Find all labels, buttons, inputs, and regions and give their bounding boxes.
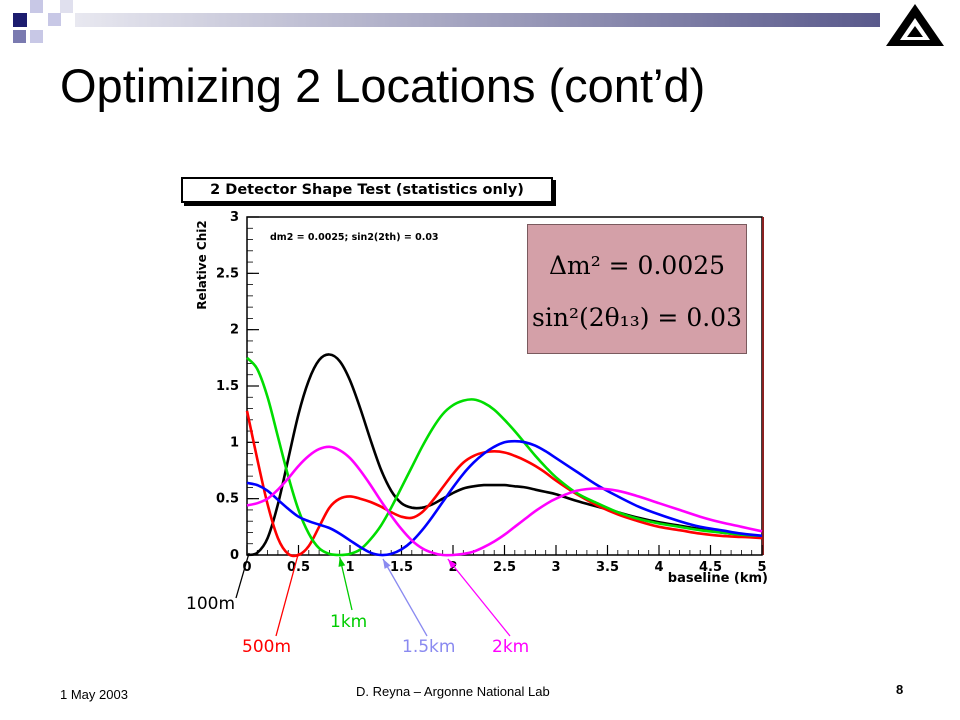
- footer-author: D. Reyna – Argonne National Lab: [356, 684, 550, 699]
- header-square-light-1: [30, 0, 43, 13]
- annotation-pointer-line: [275, 552, 300, 637]
- formula-box: Δm² = 0.0025 sin²(2θ₁₃) = 0.03: [527, 224, 747, 354]
- x-tick-label: 3.5: [596, 560, 619, 575]
- chart-subtitle: dm2 = 0.0025; sin2(2th) = 0.03: [270, 232, 439, 243]
- x-tick-label: 2.5: [493, 560, 516, 575]
- x-tick-label: 0: [242, 560, 251, 575]
- x-axis-label: baseline (km): [668, 571, 768, 586]
- chart-title: 2 Detector Shape Test (statistics only): [181, 177, 553, 203]
- header-square-light-2: [30, 30, 43, 43]
- series-line-500m: [245, 410, 763, 558]
- annotation-100m: 100m: [186, 594, 236, 614]
- y-tick-label: 0.5: [216, 492, 239, 507]
- x-tick-label: 5: [757, 560, 766, 575]
- annotation-pointer-line: [382, 558, 428, 637]
- y-tick-label: 1: [230, 435, 239, 450]
- y-tick-label: 0: [230, 548, 239, 563]
- series-line-2km: [246, 445, 763, 557]
- y-tick-label: 2.5: [216, 266, 239, 281]
- footer-date: 1 May 2003: [60, 687, 128, 702]
- x-tick-label: 1.5: [390, 560, 413, 575]
- x-tick-label: 4.5: [699, 560, 722, 575]
- y-axis-label: Relative Chi2: [195, 220, 209, 309]
- formula-sin-theta: sin²(2θ₁₃) = 0.03: [532, 303, 742, 332]
- page-number: 8: [896, 682, 904, 697]
- annotation-arrowhead: [382, 559, 391, 569]
- annotation-1km: 1km: [330, 612, 368, 632]
- x-tick-label: 2: [448, 560, 457, 575]
- annotation-1-5km: 1.5km: [402, 637, 456, 657]
- header-square-dark-2: [13, 30, 26, 43]
- annotation-500m: 500m: [242, 637, 292, 657]
- annotation-arrowhead: [338, 557, 346, 567]
- series-line-1km: [246, 356, 763, 557]
- header-square-dark-1: [13, 13, 27, 27]
- slide-title: Optimizing 2 Locations (cont’d): [60, 59, 706, 112]
- x-tick-label: 3: [551, 560, 560, 575]
- y-tick-label: 2: [230, 323, 239, 338]
- formula-delta-m: Δm² = 0.0025: [548, 251, 726, 280]
- series-line-1-5km: [246, 439, 763, 557]
- annotation-pointer-line: [447, 558, 511, 637]
- header-gradient-bar: [75, 13, 880, 27]
- argonne-logo-icon: [886, 4, 944, 46]
- header-square-light-3: [48, 13, 61, 26]
- x-tick-label: 1: [345, 560, 354, 575]
- annotation-pointer-line: [235, 552, 250, 599]
- header-square-light-4: [60, 0, 73, 13]
- annotation-2km: 2km: [492, 637, 530, 657]
- y-tick-label: 3: [230, 210, 239, 225]
- x-tick-label: 0.5: [287, 560, 310, 575]
- x-tick-label: 4: [654, 560, 663, 575]
- y-tick-label: 1.5: [216, 379, 239, 394]
- annotation-arrowhead: [447, 559, 457, 569]
